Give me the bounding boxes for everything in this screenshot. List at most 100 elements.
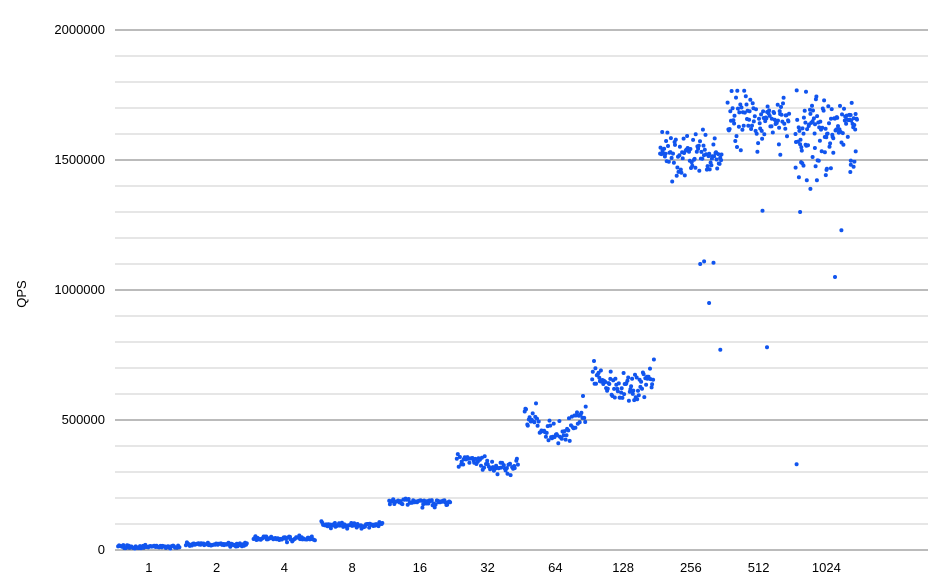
data-point: [672, 161, 676, 165]
data-point: [420, 506, 424, 510]
data-point: [739, 148, 743, 152]
data-point: [803, 121, 807, 125]
data-point: [802, 116, 806, 120]
data-point: [846, 135, 850, 139]
data-point: [740, 128, 744, 132]
data-point: [679, 171, 683, 175]
data-point: [854, 112, 858, 116]
data-point: [613, 377, 617, 381]
data-point: [733, 139, 737, 143]
data-point: [620, 396, 624, 400]
data-point: [742, 89, 746, 93]
data-point: [726, 101, 730, 105]
data-point: [590, 377, 594, 381]
data-point: [765, 345, 769, 349]
data-point: [626, 376, 630, 380]
data-point: [583, 420, 587, 424]
data-point: [728, 127, 732, 131]
data-point: [673, 143, 677, 147]
data-point: [799, 145, 803, 149]
y-tick-label: 0: [98, 542, 105, 557]
data-point: [849, 159, 853, 163]
data-point: [620, 386, 624, 390]
y-tick-label: 1500000: [54, 152, 105, 167]
data-point: [777, 142, 781, 146]
data-point: [697, 169, 701, 173]
data-point: [812, 116, 816, 120]
data-point: [799, 138, 803, 142]
data-point: [245, 541, 249, 545]
data-point: [699, 150, 703, 154]
data-point: [824, 173, 828, 177]
data-point: [648, 367, 652, 371]
data-point: [707, 301, 711, 305]
x-tick-label: 8: [349, 560, 356, 575]
data-point: [698, 262, 702, 266]
data-point: [665, 131, 669, 135]
data-point: [671, 152, 675, 156]
data-point: [736, 107, 740, 111]
data-point: [715, 158, 719, 162]
data-point: [781, 101, 785, 105]
data-point: [770, 124, 774, 128]
data-point: [813, 146, 817, 150]
data-point: [817, 159, 821, 163]
data-point: [700, 157, 704, 161]
x-tick-label: 64: [548, 560, 562, 575]
data-point: [635, 397, 639, 401]
data-point: [599, 369, 603, 373]
data-point: [537, 420, 541, 424]
data-point: [702, 259, 706, 263]
data-point: [467, 461, 471, 465]
data-point: [818, 120, 822, 124]
data-point: [804, 90, 808, 94]
data-point: [818, 139, 822, 143]
data-point: [787, 112, 791, 116]
data-point: [622, 371, 626, 375]
data-point: [735, 134, 739, 138]
data-point: [536, 424, 540, 428]
data-point: [711, 143, 715, 147]
data-point: [651, 378, 655, 382]
data-point: [830, 107, 834, 111]
data-point: [345, 527, 349, 531]
data-point: [713, 136, 717, 140]
data-point: [694, 132, 698, 136]
data-point: [458, 455, 462, 459]
data-point: [630, 377, 634, 381]
data-point: [675, 166, 679, 170]
data-point: [650, 382, 654, 386]
data-point: [835, 116, 839, 120]
data-point: [744, 94, 748, 98]
data-point: [400, 502, 404, 506]
data-point: [669, 136, 673, 140]
data-point: [797, 175, 801, 179]
data-point: [734, 96, 738, 100]
data-point: [740, 106, 744, 110]
data-point: [841, 131, 845, 135]
data-point: [662, 147, 666, 151]
data-point: [693, 157, 697, 161]
data-point: [644, 383, 648, 387]
data-point: [731, 106, 735, 110]
data-point: [755, 150, 759, 154]
data-point: [750, 124, 754, 128]
gridlines: [115, 30, 928, 550]
data-point: [782, 122, 786, 126]
y-axis-labels: 0500000100000015000002000000: [54, 22, 105, 557]
data-point: [592, 359, 596, 363]
x-tick-label: 1: [145, 560, 152, 575]
data-point: [718, 348, 722, 352]
data-point: [482, 466, 486, 470]
data-point: [766, 105, 770, 109]
data-point: [685, 134, 689, 138]
data-point: [627, 399, 631, 403]
x-tick-label: 4: [281, 560, 288, 575]
data-point: [754, 107, 758, 111]
data-point: [683, 173, 687, 177]
data-point: [582, 416, 586, 420]
data-point: [578, 420, 582, 424]
data-point: [573, 426, 577, 430]
data-point: [798, 210, 802, 214]
data-point: [639, 380, 643, 384]
